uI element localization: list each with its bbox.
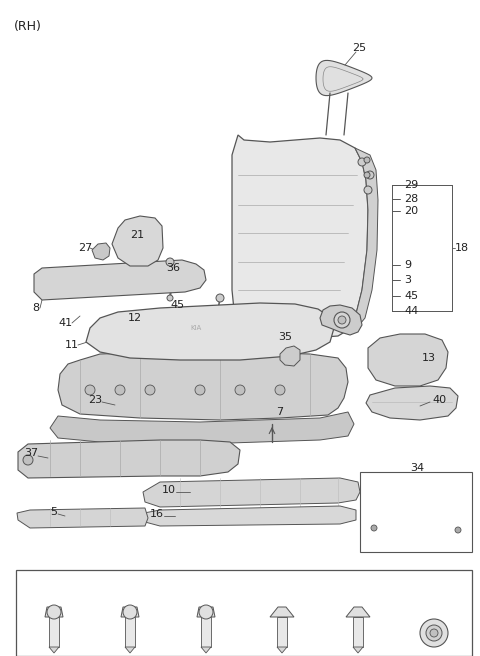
- Circle shape: [371, 525, 377, 531]
- Text: 41: 41: [58, 318, 72, 328]
- Text: 12: 12: [128, 313, 142, 323]
- Circle shape: [195, 385, 205, 395]
- Text: 7: 7: [276, 407, 283, 417]
- Text: 44: 44: [404, 306, 418, 316]
- Circle shape: [426, 625, 442, 641]
- Circle shape: [23, 455, 33, 465]
- Circle shape: [47, 605, 61, 619]
- Circle shape: [334, 312, 350, 328]
- Polygon shape: [346, 607, 370, 617]
- Text: 25: 25: [352, 43, 366, 53]
- Text: 37: 37: [24, 448, 38, 458]
- Polygon shape: [92, 243, 110, 260]
- Polygon shape: [49, 617, 59, 647]
- Polygon shape: [144, 506, 356, 526]
- Polygon shape: [201, 647, 211, 653]
- Text: 36: 36: [166, 263, 180, 273]
- Polygon shape: [121, 607, 139, 617]
- Polygon shape: [277, 617, 287, 647]
- Bar: [360, 472, 472, 552]
- Polygon shape: [58, 352, 348, 420]
- Circle shape: [85, 385, 95, 395]
- Polygon shape: [353, 647, 363, 653]
- Text: 34: 34: [410, 463, 424, 473]
- Circle shape: [166, 258, 174, 266]
- Polygon shape: [348, 148, 378, 330]
- Polygon shape: [270, 607, 294, 617]
- Text: 16: 16: [150, 509, 164, 519]
- Circle shape: [364, 172, 370, 178]
- Text: 33: 33: [427, 581, 441, 591]
- Circle shape: [167, 295, 173, 301]
- Polygon shape: [277, 647, 287, 653]
- Polygon shape: [197, 607, 215, 617]
- Text: 34: 34: [409, 485, 423, 495]
- Text: 18: 18: [455, 243, 469, 253]
- Text: 40: 40: [432, 395, 446, 405]
- Text: 21: 21: [130, 230, 144, 240]
- Circle shape: [275, 385, 285, 395]
- Text: 5: 5: [50, 507, 57, 517]
- Circle shape: [430, 629, 438, 637]
- Polygon shape: [316, 60, 372, 96]
- Polygon shape: [353, 617, 363, 647]
- Text: 31: 31: [275, 581, 289, 591]
- Polygon shape: [125, 647, 135, 653]
- Text: (RH): (RH): [14, 20, 42, 33]
- Circle shape: [145, 385, 155, 395]
- Text: 20: 20: [404, 206, 418, 216]
- Polygon shape: [368, 334, 448, 386]
- Text: 11: 11: [65, 340, 79, 350]
- Text: 28: 28: [404, 194, 418, 204]
- Polygon shape: [201, 617, 211, 647]
- Polygon shape: [18, 440, 240, 478]
- Circle shape: [420, 619, 448, 647]
- Polygon shape: [320, 305, 362, 335]
- Text: 24: 24: [123, 581, 137, 591]
- Text: 2: 2: [50, 581, 58, 591]
- Circle shape: [366, 171, 374, 179]
- Polygon shape: [17, 508, 148, 528]
- Text: 8: 8: [32, 303, 39, 313]
- Text: 45: 45: [404, 291, 418, 301]
- Text: 9: 9: [404, 260, 411, 270]
- Circle shape: [455, 527, 461, 533]
- Polygon shape: [49, 647, 59, 653]
- Polygon shape: [112, 216, 163, 266]
- Circle shape: [364, 186, 372, 194]
- Polygon shape: [232, 135, 368, 337]
- Circle shape: [216, 294, 224, 302]
- Text: KIA: KIA: [191, 325, 202, 331]
- Text: 23: 23: [88, 395, 102, 405]
- Circle shape: [235, 385, 245, 395]
- Circle shape: [115, 385, 125, 395]
- Circle shape: [358, 158, 366, 166]
- Circle shape: [199, 605, 213, 619]
- Circle shape: [364, 157, 370, 163]
- Polygon shape: [86, 303, 334, 360]
- Polygon shape: [280, 346, 300, 366]
- Text: 35: 35: [278, 332, 292, 342]
- Polygon shape: [143, 478, 360, 507]
- Polygon shape: [366, 386, 458, 420]
- Text: 45: 45: [170, 300, 184, 310]
- Text: 10: 10: [162, 485, 176, 495]
- Text: 27: 27: [78, 243, 92, 253]
- Text: 3: 3: [404, 275, 411, 285]
- Text: 29: 29: [404, 180, 418, 190]
- Polygon shape: [34, 260, 206, 300]
- Polygon shape: [45, 607, 63, 617]
- Circle shape: [123, 605, 137, 619]
- Text: 32: 32: [351, 581, 365, 591]
- Bar: [16, 570, 472, 656]
- Text: 13: 13: [422, 353, 436, 363]
- Polygon shape: [50, 412, 354, 444]
- Circle shape: [338, 316, 346, 324]
- Text: 30: 30: [199, 581, 213, 591]
- Polygon shape: [125, 617, 135, 647]
